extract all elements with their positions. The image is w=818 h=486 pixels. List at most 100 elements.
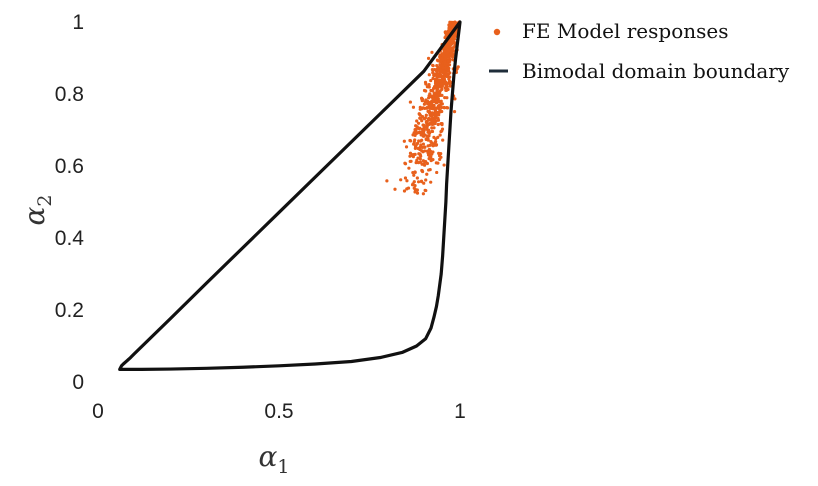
data-point — [438, 70, 443, 75]
data-point — [413, 184, 417, 188]
x-axis-label-symbol: α — [258, 440, 277, 473]
data-point — [419, 179, 424, 183]
data-point — [411, 105, 416, 109]
data-point — [424, 178, 428, 182]
data-point — [412, 180, 416, 184]
data-point — [427, 152, 431, 157]
data-point — [418, 116, 422, 120]
data-point — [451, 58, 455, 62]
data-point — [426, 128, 431, 132]
data-point — [448, 20, 452, 24]
data-point — [450, 55, 455, 59]
data-point — [438, 110, 442, 114]
data-point — [434, 69, 439, 73]
data-point — [425, 172, 429, 176]
y-tick-label: 1 — [72, 11, 84, 34]
data-point — [439, 102, 443, 107]
data-point — [421, 145, 425, 150]
data-point — [436, 91, 440, 95]
data-point — [443, 86, 447, 90]
data-point — [434, 161, 438, 165]
data-point — [433, 91, 438, 95]
data-point — [430, 119, 434, 123]
data-point — [456, 65, 460, 69]
fe-model-responses-series — [385, 20, 461, 196]
data-point — [427, 85, 431, 89]
data-point — [415, 188, 419, 192]
data-point — [413, 152, 417, 156]
x-axis-label: α1 — [258, 440, 289, 478]
data-point — [408, 138, 412, 143]
y-tick-labels: 0 0.2 0.4 0.6 0.8 1 — [55, 11, 85, 394]
data-point — [411, 170, 415, 175]
data-point — [452, 37, 456, 41]
data-point — [439, 85, 443, 89]
data-point — [447, 81, 451, 85]
y-tick-label: 0.4 — [55, 227, 85, 250]
data-point — [448, 84, 453, 88]
data-point — [421, 159, 425, 163]
data-point — [413, 138, 417, 142]
data-point — [445, 48, 449, 52]
data-point — [408, 154, 412, 158]
data-point — [421, 97, 425, 101]
data-point — [415, 176, 419, 180]
data-point — [432, 126, 436, 130]
data-point — [428, 100, 432, 105]
legend: FE Model responses Bimodal domain bounda… — [489, 19, 790, 83]
data-point — [420, 115, 425, 119]
data-point — [411, 133, 415, 137]
data-point — [424, 113, 428, 117]
data-point — [416, 156, 420, 160]
data-point — [433, 121, 437, 126]
data-point — [420, 119, 424, 123]
data-point — [430, 106, 434, 111]
data-point — [420, 162, 424, 166]
x-axis-label-subscript: 1 — [277, 456, 289, 478]
plot-axes: 00.20.40.60.81 0 0.5 1 α1 α2 — [18, 11, 466, 478]
data-point — [412, 173, 416, 177]
data-point — [385, 179, 389, 183]
data-point — [445, 106, 450, 110]
data-point — [412, 142, 416, 146]
data-point — [434, 106, 439, 110]
data-point — [446, 69, 451, 73]
data-point — [428, 168, 432, 172]
data-point — [422, 131, 426, 135]
data-point — [426, 56, 431, 60]
data-point — [441, 138, 445, 142]
data-point — [429, 88, 433, 93]
data-point — [446, 62, 450, 66]
data-point — [433, 86, 437, 90]
data-point — [426, 109, 430, 113]
data-point — [423, 188, 427, 192]
data-point — [421, 123, 425, 127]
data-point — [393, 187, 397, 191]
y-tick-label: 0.2 — [55, 299, 84, 322]
data-point — [429, 140, 433, 144]
data-point — [445, 74, 449, 79]
data-point — [445, 96, 449, 100]
data-point — [410, 183, 415, 187]
data-point — [439, 105, 444, 110]
y-axis-label: α2 — [18, 194, 56, 225]
data-point — [420, 169, 425, 174]
data-point — [453, 21, 457, 26]
data-point — [436, 118, 441, 122]
data-point — [427, 131, 432, 135]
data-point — [418, 126, 422, 130]
data-point — [436, 85, 440, 89]
data-point — [416, 121, 421, 125]
data-point — [443, 57, 447, 61]
data-point — [425, 119, 429, 124]
x-tick-label: 0.5 — [264, 400, 293, 423]
data-point — [437, 151, 441, 155]
data-point — [429, 94, 433, 98]
data-point — [430, 114, 434, 118]
data-point — [425, 125, 429, 129]
data-point — [428, 157, 433, 161]
y-axis-label-subscript: 2 — [34, 194, 56, 206]
data-point — [439, 129, 443, 134]
data-point — [420, 127, 424, 132]
data-point — [407, 166, 411, 170]
